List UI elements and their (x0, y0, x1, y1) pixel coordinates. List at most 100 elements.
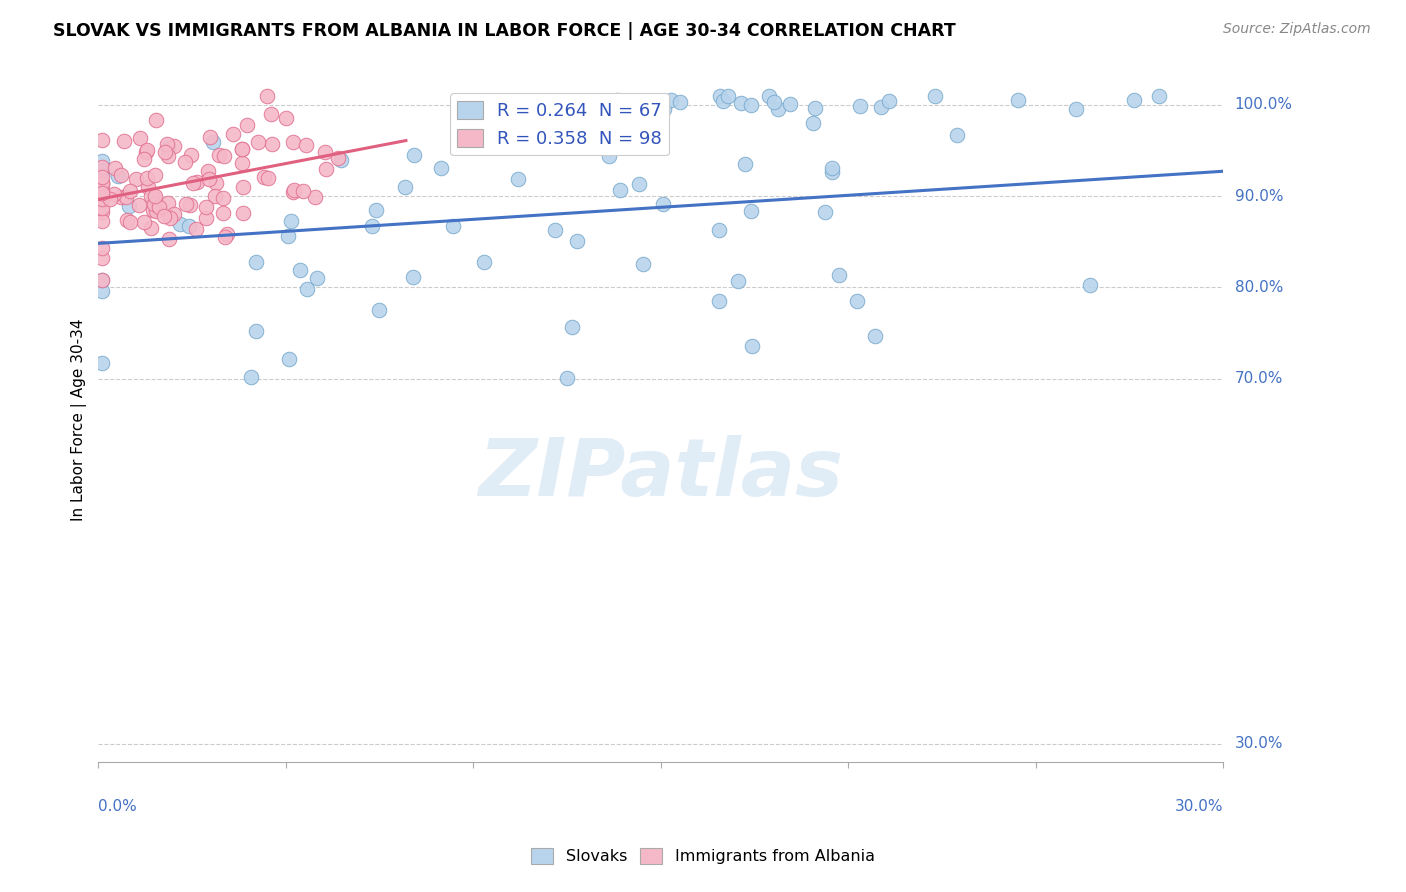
Point (91, 178, 114, 192)
Point (404, 148, 426, 162)
Point (174, 154, 197, 169)
Text: ZIPatlas: ZIPatlas (478, 435, 844, 514)
Point (91, 161, 114, 175)
Point (143, 191, 166, 205)
Point (231, 142, 253, 156)
Point (281, 185, 304, 199)
Point (828, 268, 851, 282)
Point (139, 221, 162, 235)
Point (779, 97, 801, 112)
Point (128, 198, 150, 212)
Point (294, 137, 316, 152)
Point (640, 103, 662, 117)
Point (169, 217, 191, 231)
Point (256, 88, 278, 103)
Point (156, 141, 179, 155)
Point (652, 103, 675, 117)
Text: 0.0%: 0.0% (98, 799, 138, 814)
Point (707, 294, 730, 309)
Point (156, 149, 179, 163)
Point (561, 320, 583, 334)
Text: 90.0%: 90.0% (1234, 188, 1284, 203)
Point (609, 183, 631, 197)
Point (262, 137, 284, 152)
Point (236, 118, 259, 132)
Point (307, 271, 329, 285)
Point (181, 177, 204, 191)
Point (91, 356, 114, 370)
Point (184, 221, 207, 235)
Point (804, 101, 827, 115)
Point (628, 177, 651, 191)
Point (179, 219, 201, 233)
Legend: R = 0.264  N = 67, R = 0.358  N = 98: R = 0.264 N = 67, R = 0.358 N = 98 (450, 94, 669, 155)
Text: 70.0%: 70.0% (1234, 371, 1282, 386)
Point (555, 370, 578, 384)
Point (180, 147, 202, 161)
Point (204, 188, 226, 202)
Point (139, 189, 162, 203)
Point (508, 171, 530, 186)
Point (368, 302, 391, 317)
Point (212, 148, 235, 162)
Point (240, 369, 263, 384)
Point (120, 185, 142, 199)
Point (472, 255, 495, 269)
Point (198, 172, 221, 186)
Point (567, 234, 589, 248)
Point (195, 211, 218, 226)
Point (143, 197, 166, 211)
Point (257, 170, 280, 185)
Point (821, 165, 844, 179)
Point (159, 211, 181, 225)
Point (1078, 277, 1101, 292)
Point (163, 207, 186, 221)
Text: 80.0%: 80.0% (1234, 280, 1282, 294)
Point (115, 213, 138, 227)
Point (157, 195, 180, 210)
Point (1066, 103, 1088, 117)
Point (274, 111, 297, 125)
Point (143, 189, 166, 203)
Point (145, 112, 167, 127)
Point (814, 204, 837, 219)
Point (924, 88, 946, 103)
Point (304, 189, 326, 203)
Text: SLOVAK VS IMMIGRANTS FROM ALBANIA IN LABOR FORCE | AGE 30-34 CORRELATION CHART: SLOVAK VS IMMIGRANTS FROM ALBANIA IN LAB… (53, 22, 956, 40)
Point (107, 169, 129, 183)
Point (153, 209, 176, 223)
Point (110, 190, 132, 204)
Point (734, 157, 756, 171)
Point (253, 169, 276, 184)
Point (633, 257, 655, 271)
Point (707, 223, 730, 237)
Point (205, 176, 228, 190)
Point (1007, 93, 1029, 107)
Point (277, 229, 299, 244)
Point (125, 171, 148, 186)
Point (740, 204, 762, 219)
Point (91, 177, 114, 191)
Point (91, 184, 114, 198)
Point (544, 223, 567, 237)
Text: 30.0%: 30.0% (1175, 799, 1223, 814)
Point (132, 215, 155, 229)
Point (585, 123, 607, 137)
Point (768, 103, 790, 117)
Point (201, 135, 224, 149)
Point (135, 143, 157, 157)
Point (91, 168, 114, 182)
Point (91, 285, 114, 299)
Point (176, 197, 198, 211)
Point (134, 145, 156, 160)
Point (360, 219, 382, 234)
Point (198, 129, 221, 144)
Point (91, 192, 114, 206)
Point (91, 185, 114, 199)
Point (91, 273, 114, 287)
Point (328, 151, 350, 165)
Point (758, 88, 780, 103)
Point (232, 179, 254, 194)
Point (91, 164, 114, 178)
Point (142, 202, 165, 217)
